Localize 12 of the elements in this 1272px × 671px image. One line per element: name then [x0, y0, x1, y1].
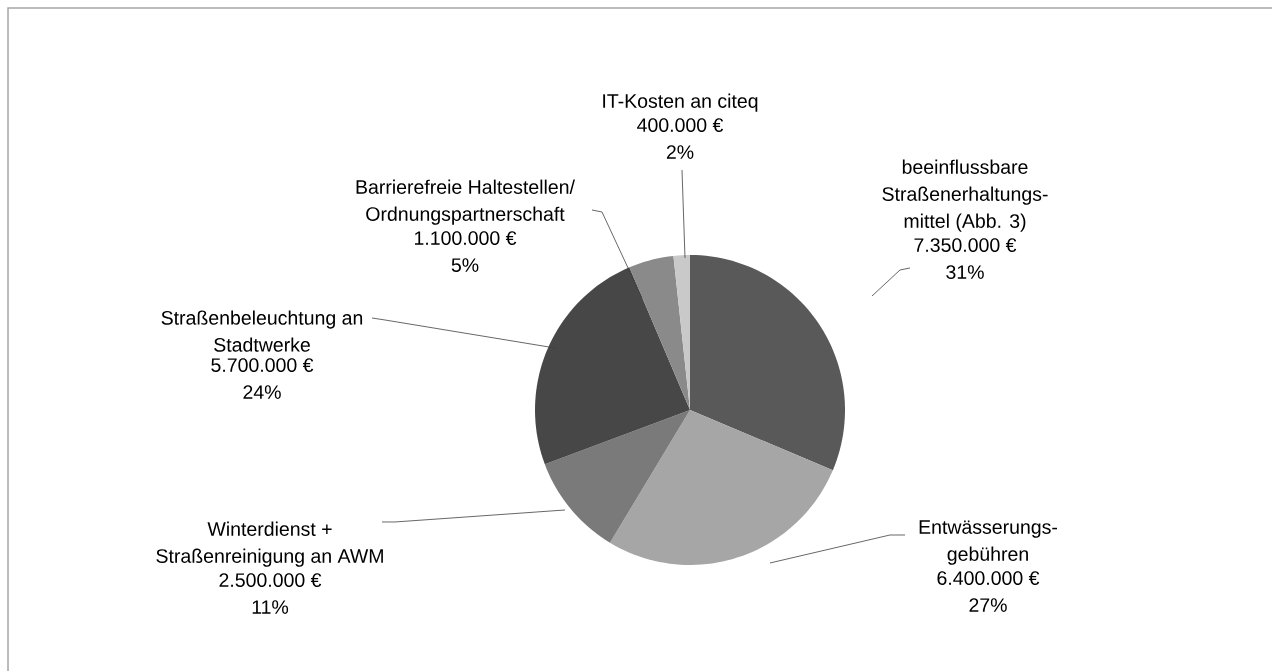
slice-label: beeinflussbare Straßenerhaltungs-mittel (Abb. 3) [882, 159, 1048, 232]
slice-label: Straßenbeleuchtung an Stadtwerke [161, 310, 363, 352]
slice-label: Entwässerungs-gebühren [919, 520, 1058, 565]
slice-label: IT-Kosten an citeq [603, 93, 758, 112]
data-label: 1.100.000 € 5% [414, 231, 517, 272]
slice-label: Barrierefreie Haltestellen/ Ordnungspartnerschaft [356, 179, 575, 225]
data-label: 400.000 € 2% [637, 118, 724, 159]
data-label: 2.500.000 € 11% [219, 573, 322, 614]
data-label: 6.400.000 € 27% [937, 571, 1040, 612]
data-label: 5.700.000 € 24% [211, 358, 314, 399]
slice-label: Winterdienst + Straßenreinigung an AWM [156, 521, 383, 567]
data-label: 7.350.000 € 31% [914, 238, 1017, 279]
